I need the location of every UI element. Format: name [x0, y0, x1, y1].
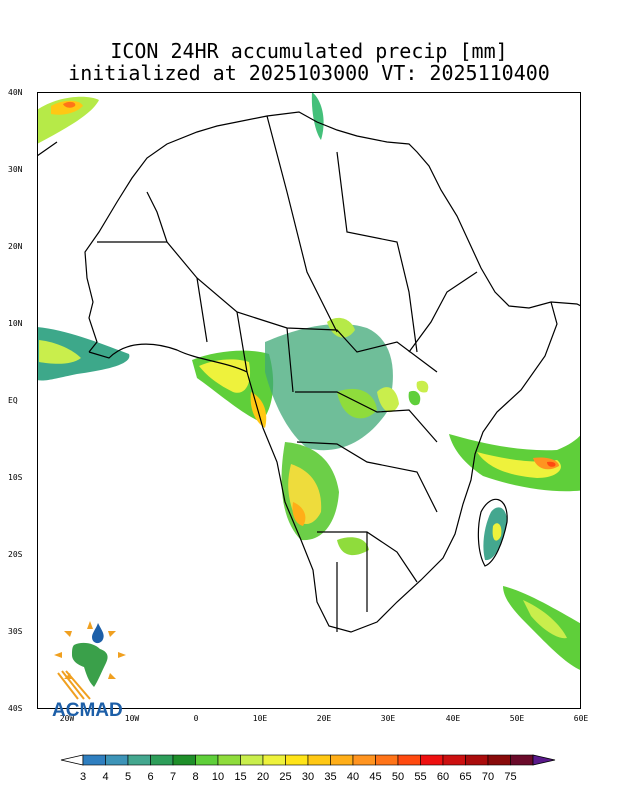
acmad-logo — [54, 621, 126, 700]
colorbar-box — [127, 754, 151, 766]
lat-label: EQ — [8, 396, 18, 405]
colorbar-box — [442, 754, 466, 766]
colorbar-box — [375, 754, 399, 766]
lon-label: 10W — [124, 714, 140, 723]
colorbar-label: 25 — [279, 771, 292, 783]
colorbar-box — [105, 754, 129, 766]
colorbar-box — [510, 754, 534, 766]
chart-title-line1: ICON 24HR accumulated precip [mm] — [110, 39, 508, 63]
colorbar-label: 7 — [169, 771, 177, 783]
colorbar-box — [307, 754, 331, 766]
colorbar-box — [397, 754, 421, 766]
map-frame — [37, 92, 581, 709]
colorbar-box — [285, 754, 309, 766]
lon-label: 60E — [573, 714, 589, 723]
colorbar-label: 6 — [147, 771, 154, 783]
colorbar-label: 8 — [192, 771, 199, 783]
colorbar-box — [262, 754, 286, 766]
logo-drop — [92, 623, 104, 644]
lat-label: 30S — [8, 627, 23, 636]
lat-label: 10S — [8, 473, 23, 482]
colorbar-label: 70 — [481, 771, 495, 783]
colorbar-label: 30 — [301, 771, 315, 783]
colorbar-box — [420, 754, 444, 766]
lat-label: 40N — [8, 88, 23, 97]
coastlines — [37, 92, 581, 633]
acmad-logo-text: ACMAD — [52, 700, 123, 721]
colorbar-label: 35 — [324, 771, 337, 783]
lon-label: 30E — [380, 714, 396, 723]
colorbar-box — [217, 754, 241, 766]
chart-title-line2: initialized at 2025103000 VT: 2025110400 — [68, 61, 550, 85]
colorbar-label: 55 — [414, 771, 427, 783]
colorbar-box — [172, 754, 196, 766]
colorbar-label: 5 — [124, 771, 132, 783]
colorbar-over-triangle — [532, 754, 556, 766]
logo-africa — [72, 642, 108, 687]
colorbar-label: 40 — [346, 771, 360, 783]
colorbar-box — [465, 754, 489, 766]
lon-label: 10E — [252, 714, 268, 723]
colorbar-box — [487, 754, 511, 766]
colorbar-label: 50 — [391, 771, 405, 783]
colorbar-box — [195, 754, 219, 766]
colorbar-label: 20 — [256, 771, 270, 783]
colorbar-label: 75 — [504, 771, 517, 783]
precip-map — [37, 92, 581, 709]
colorbar-label: 3 — [79, 771, 87, 783]
colorbar-label: 60 — [436, 771, 450, 783]
lon-label: 20E — [316, 714, 332, 723]
lat-label: 20S — [8, 550, 23, 559]
colorbar-label: 65 — [459, 771, 472, 783]
colorbar-under-triangle — [60, 754, 84, 766]
logo-stripes — [57, 670, 91, 700]
colorbar-boxes — [60, 754, 556, 766]
lon-label: 0 — [193, 714, 199, 723]
colorbar-box — [352, 754, 376, 766]
colorbar-box — [330, 754, 354, 766]
colorbar-box — [150, 754, 174, 766]
precip-field — [37, 92, 581, 671]
lat-label: 30N — [8, 165, 23, 174]
colorbar-label: 4 — [102, 771, 109, 783]
colorbar-box — [240, 754, 264, 766]
lat-label: 20N — [8, 242, 23, 251]
logo-rays — [54, 621, 126, 679]
lat-label: 40S — [8, 704, 23, 713]
lon-label: 20W — [59, 714, 75, 723]
colorbar-label: 15 — [234, 771, 247, 783]
lon-label: 50E — [509, 714, 525, 723]
colorbar-box — [82, 754, 106, 766]
colorbar — [60, 754, 556, 766]
lat-label: 10N — [8, 319, 23, 328]
lon-label: 40E — [445, 714, 461, 723]
colorbar-label: 10 — [211, 771, 225, 783]
colorbar-label: 45 — [369, 771, 382, 783]
